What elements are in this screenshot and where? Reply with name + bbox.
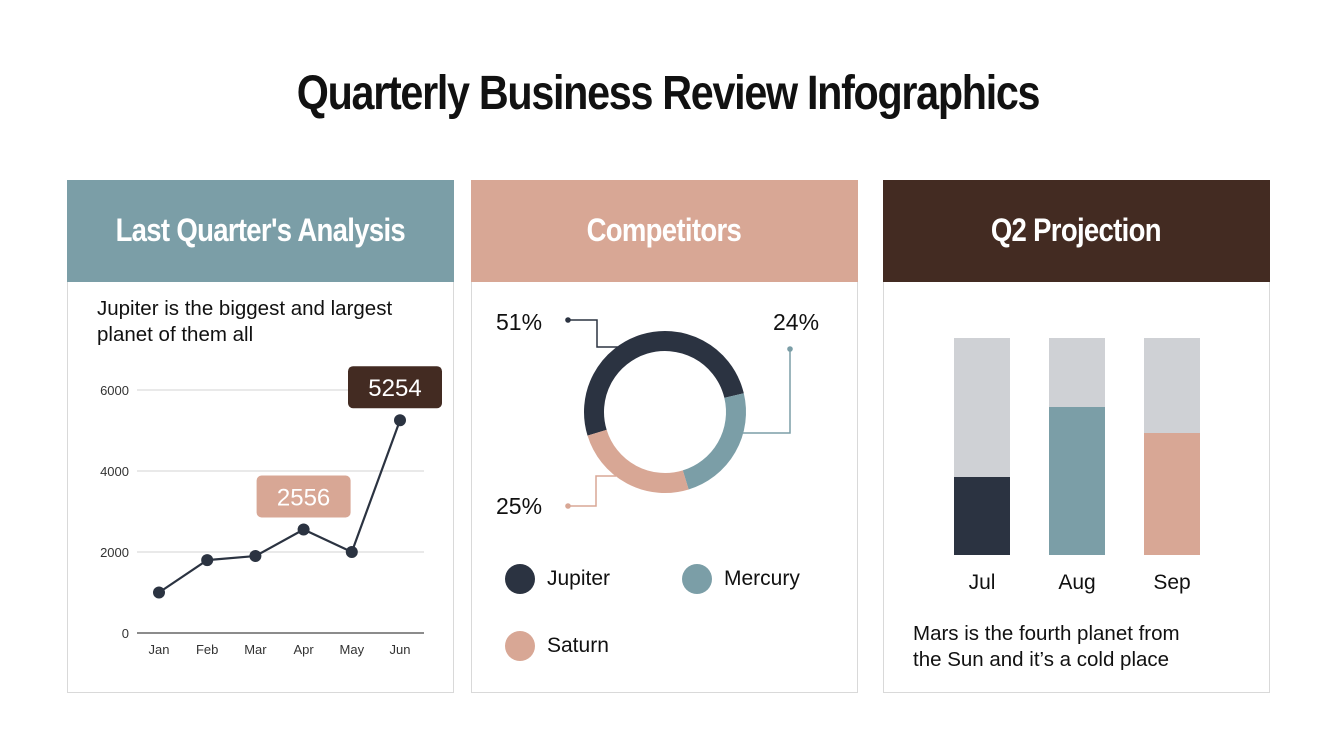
analysis-description: Jupiter is the biggest and largest plane… [97, 296, 392, 348]
value-label-saturn: 25% [496, 493, 542, 519]
leader-line-mercury [742, 349, 791, 434]
x-tick-label: Jun [389, 642, 410, 657]
legend-label-saturn: Saturn [547, 634, 609, 657]
y-tick-labels: 0 2000 4000 6000 [100, 383, 129, 641]
leader-line-jupiter [567, 319, 621, 348]
bar-fill-sep [1144, 433, 1200, 555]
x-tick-label: Jan [148, 642, 169, 657]
value-label-mercury: 24% [773, 309, 819, 335]
svg-text:5254: 5254 [368, 375, 421, 402]
x-tick-label: Feb [195, 642, 217, 657]
legend-item-jupiter: Jupiter [505, 564, 610, 594]
line-chart: 0 2000 4000 6000 Jan Feb Mar Apr May Jun 2556 525… [100, 366, 442, 657]
data-point [152, 586, 165, 599]
donut-chart: 51% 24% 25% [496, 309, 819, 519]
legend-item-mercury: Mercury [682, 564, 800, 594]
projection-description-line-1: Mars is the fourth planet from [913, 622, 1180, 645]
projection-card: Q2 Projection Jul Aug Sep Mars is the four… [882, 179, 1271, 694]
page-title: Quarterly Business Review Infographics [296, 67, 1041, 120]
projection-card-title: Q2 Projection [991, 212, 1162, 248]
donut-segment-mercury [583, 331, 746, 493]
line-series [157, 419, 401, 594]
legend-swatch-mercury [682, 564, 712, 594]
bar-label-jul: Jul [968, 571, 996, 594]
x-tick-label: May [339, 642, 364, 657]
bar-fill-jul [954, 477, 1010, 555]
data-points [152, 414, 406, 599]
legend-item-saturn: Saturn [505, 631, 609, 661]
projection-description: Mars is the fourth planet from the Sun a… [913, 621, 1180, 673]
donut-leader-lines [564, 317, 793, 509]
bar-fill-aug [1049, 407, 1105, 555]
callout-jun: 5254 [347, 366, 442, 409]
value-callouts: 2556 5254 [256, 366, 442, 518]
legend-label-jupiter: Jupiter [547, 567, 611, 590]
value-label-jupiter: 51% [496, 309, 542, 335]
competitors-card: Competitors 51% 24% 25% Jupiter Mercury Sa… [470, 179, 858, 693]
leader-dot-saturn [564, 503, 571, 509]
projection-description-line-2: the Sun and it’s a cold place [913, 648, 1170, 671]
svg-text:2556: 2556 [276, 484, 329, 511]
x-tick-label: Apr [293, 642, 314, 657]
x-tick-label: Mar [244, 642, 267, 657]
bar-track-jul [954, 338, 1010, 555]
analysis-description-line-2: planet of them all [97, 323, 254, 346]
competitors-card-title: Competitors [586, 212, 742, 248]
y-tick-label: 2000 [100, 545, 129, 560]
callout-apr: 2556 [256, 475, 351, 518]
bar-track-aug [1049, 338, 1105, 555]
analysis-description-line-1: Jupiter is the biggest and largest [97, 297, 393, 320]
y-tick-label: 0 [121, 626, 128, 641]
y-tick-label: 6000 [100, 383, 129, 398]
legend-label-mercury: Mercury [724, 567, 800, 590]
data-point [200, 554, 213, 567]
data-point [248, 550, 261, 563]
donut-value-labels: 51% 24% 25% [496, 309, 819, 519]
analysis-card-header: Last Quarter's Analysis [66, 179, 454, 282]
competitors-card-header: Competitors [470, 179, 858, 282]
bar-chart: Jul Aug Sep [884, 181, 1271, 694]
leader-line-saturn [567, 475, 616, 507]
leader-dot-mercury [786, 346, 793, 352]
leader-dot-jupiter [564, 317, 571, 323]
legend-swatch-jupiter [505, 564, 535, 594]
data-point [393, 414, 406, 427]
bar-label-sep: Sep [1153, 571, 1191, 594]
bar-track-sep [1144, 338, 1200, 555]
analysis-card: Last Quarter's Analysis Jupiter is the b… [66, 179, 454, 693]
y-tick-label: 4000 [100, 464, 129, 479]
analysis-card-title: Last Quarter's Analysis [115, 212, 405, 248]
data-point [345, 546, 358, 558]
donut-segment-saturn [583, 331, 746, 493]
data-point [297, 523, 310, 536]
bar-label-aug: Aug [1058, 571, 1096, 594]
donut-segments [583, 331, 746, 493]
projection-card-header: Q2 Projection [882, 179, 1270, 282]
x-tick-labels: Jan Feb Mar Apr May Jun [148, 642, 410, 657]
legend-swatch-saturn [505, 631, 535, 661]
